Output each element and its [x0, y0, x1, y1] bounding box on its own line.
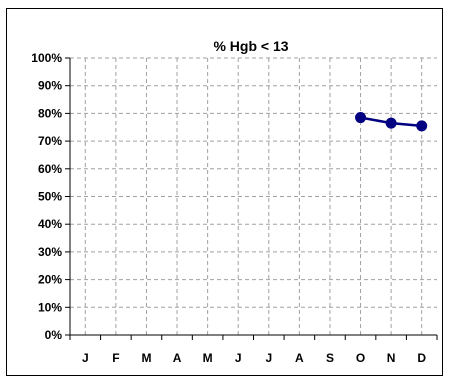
- y-axis-ticks: 0% 10% 20% 30% 40% 50% 60% 70% 80% 90% 100%: [31, 51, 62, 342]
- x-tick-label: M: [203, 351, 213, 365]
- x-tick-label: J: [82, 351, 89, 365]
- data-point: [385, 117, 397, 129]
- y-tick-label: 10%: [38, 300, 62, 314]
- chart-title: % Hgb < 13: [213, 38, 288, 54]
- x-tick-label: N: [387, 351, 396, 365]
- x-tick-label: J: [265, 351, 272, 365]
- y-tick-label: 0%: [45, 328, 63, 342]
- x-tick-label: D: [417, 351, 426, 365]
- x-tick-label: M: [141, 351, 151, 365]
- y-tick-label: 20%: [38, 273, 62, 287]
- data-point: [416, 120, 428, 132]
- y-tick-label: 100%: [31, 51, 62, 65]
- grid: [70, 57, 437, 335]
- y-tick-label: 60%: [38, 162, 62, 176]
- data-point: [355, 112, 367, 124]
- series-layer: [355, 112, 428, 132]
- y-tick-label: 90%: [38, 79, 62, 93]
- x-tick-label: S: [326, 351, 334, 365]
- y-tick-label: 50%: [38, 190, 62, 204]
- y-tick-label: 30%: [38, 245, 62, 259]
- x-tick-label: A: [295, 351, 304, 365]
- x-tick-label: O: [356, 351, 365, 365]
- y-tick-label: 70%: [38, 134, 62, 148]
- x-tick-label: J: [235, 351, 242, 365]
- y-tick-label: 80%: [38, 106, 62, 120]
- x-tick-label: F: [112, 351, 119, 365]
- chart-frame: [6, 8, 443, 376]
- y-tick-label: 40%: [38, 217, 62, 231]
- x-tick-label: A: [173, 351, 182, 365]
- axes: [65, 57, 438, 340]
